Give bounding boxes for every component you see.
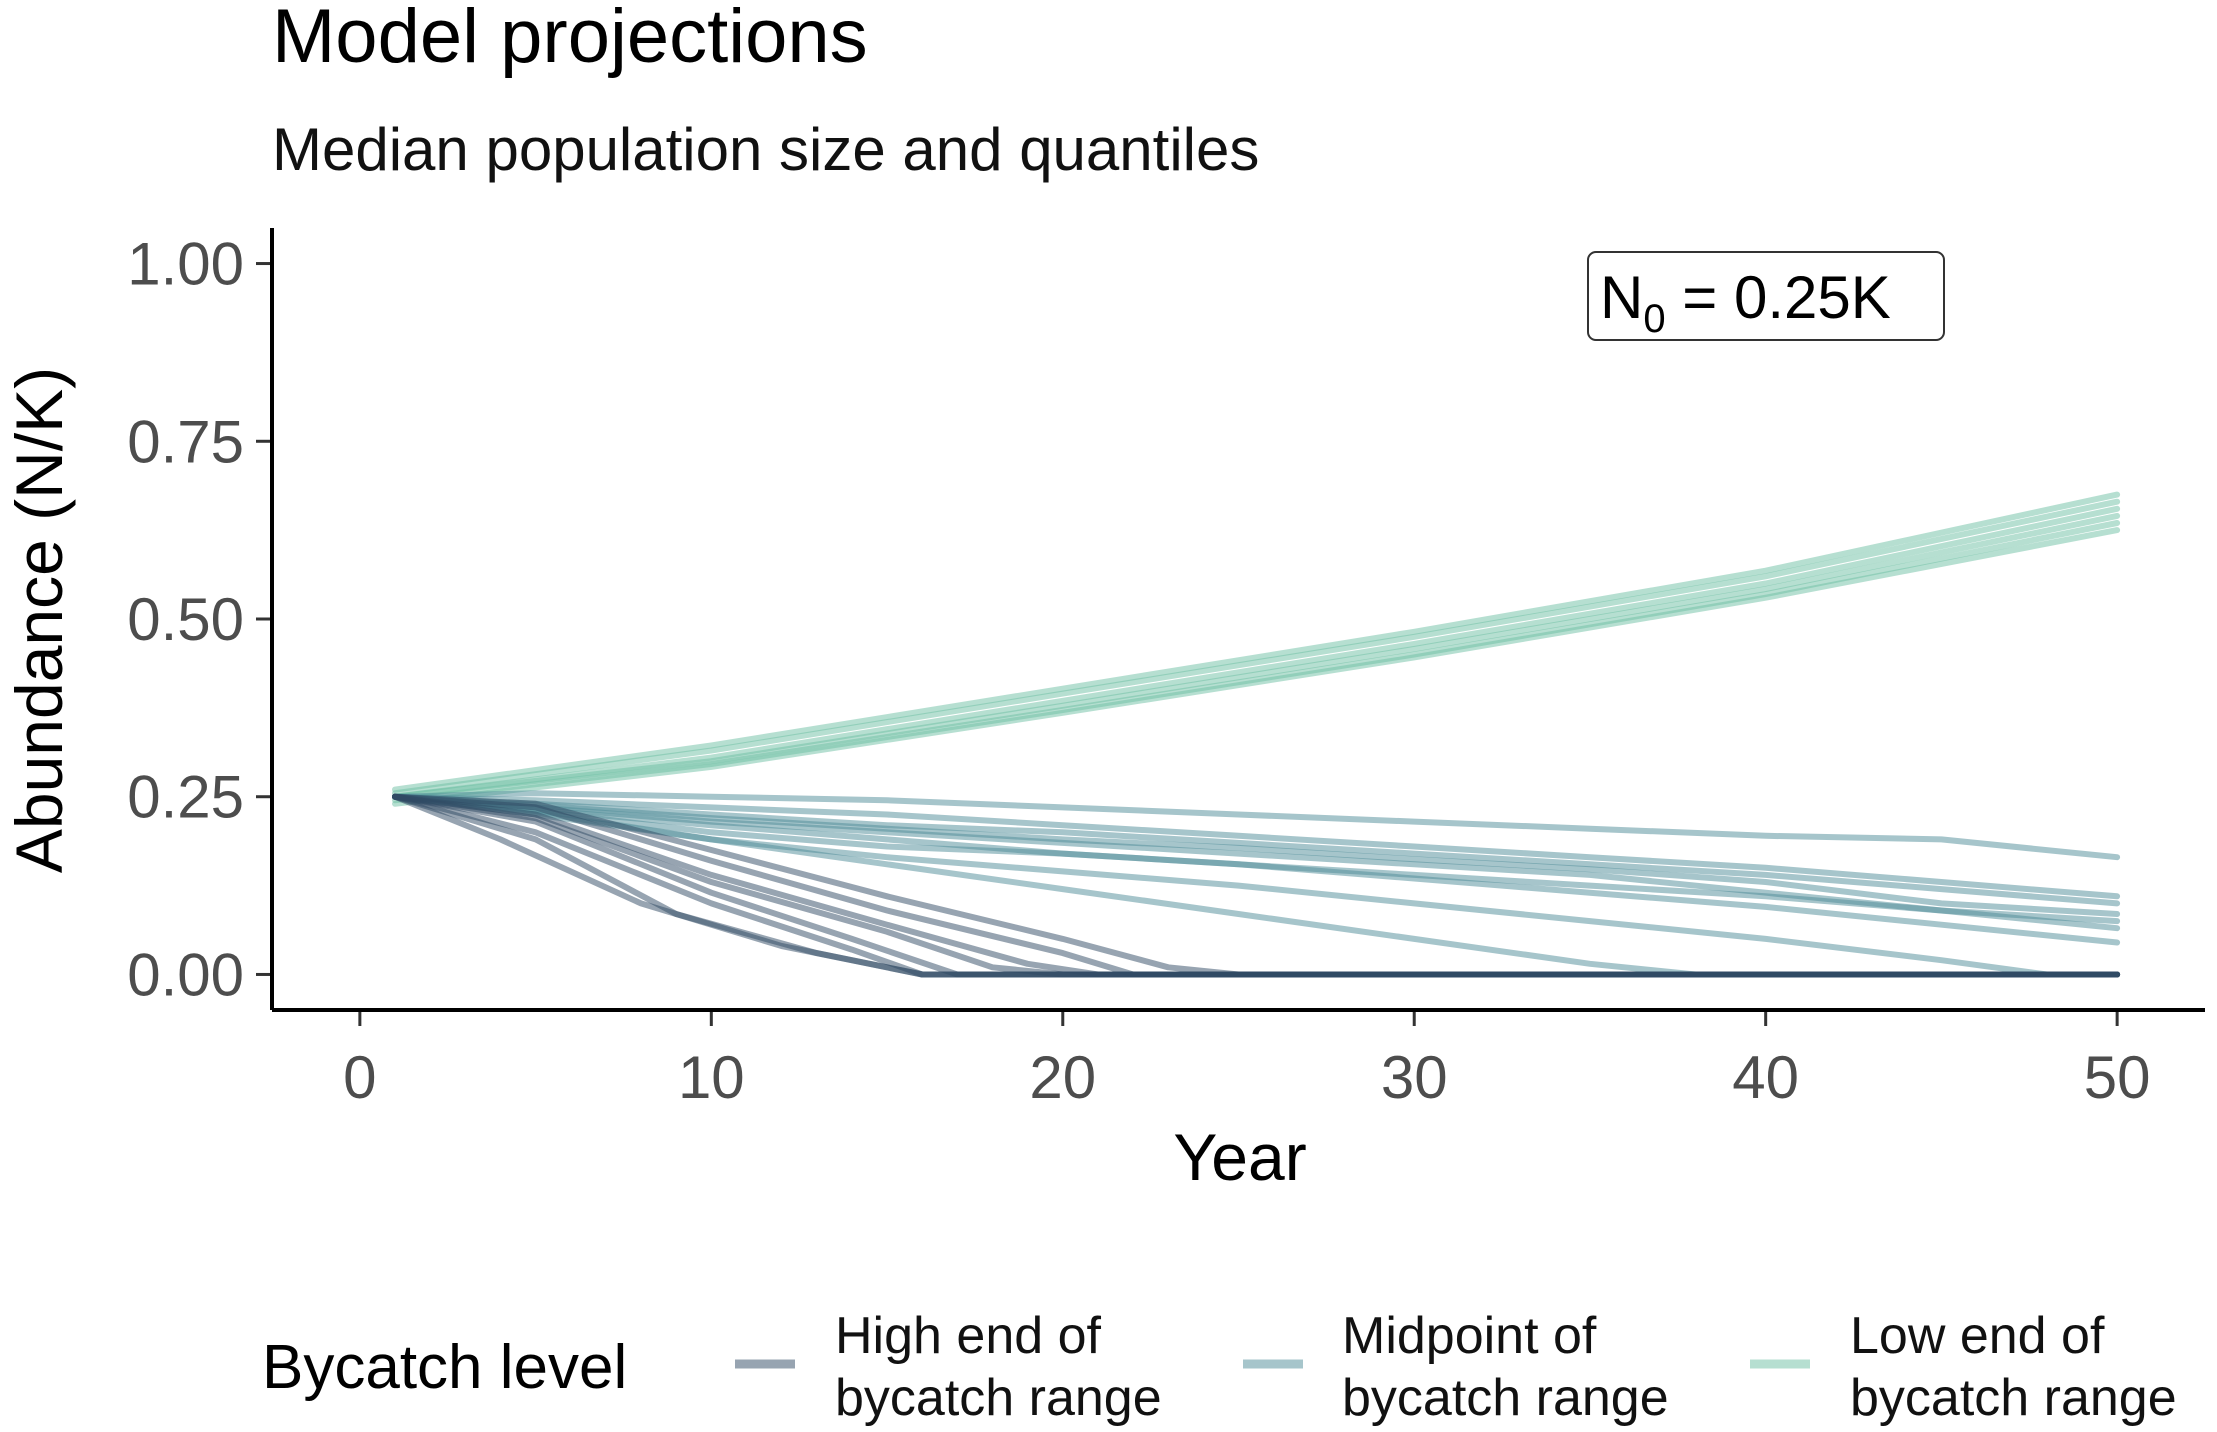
x-tick-label: 40 bbox=[1732, 1044, 1799, 1111]
y-axis-ticks: 0.00 0.25 0.50 0.75 1.00 bbox=[127, 231, 272, 1008]
legend-label-low-line1: Low end of bbox=[1850, 1307, 2105, 1365]
series-line-mid bbox=[392, 793, 2121, 917]
plot-series bbox=[392, 491, 2121, 978]
legend-label-high-line2: bycatch range bbox=[835, 1369, 1162, 1427]
y-tick-label: 0.25 bbox=[127, 764, 244, 831]
x-tick-label: 50 bbox=[2084, 1044, 2151, 1111]
y-axis-label: Abundance (N/K) bbox=[2, 367, 76, 873]
series-line-mid bbox=[392, 793, 2121, 932]
series-line-mid bbox=[392, 793, 2121, 946]
series-line-low bbox=[392, 527, 2121, 807]
x-tick-label: 30 bbox=[1381, 1044, 1448, 1111]
annotation-frame bbox=[1587, 251, 1945, 341]
legend-title: Bycatch level bbox=[262, 1333, 627, 1402]
y-tick-label: 0.00 bbox=[127, 941, 244, 1008]
x-tick-label: 10 bbox=[678, 1044, 745, 1111]
series-line-low bbox=[392, 491, 2121, 793]
x-axis-ticks: 0 10 20 30 40 50 bbox=[343, 1010, 2151, 1111]
x-axis-label: Year bbox=[1173, 1120, 1306, 1194]
legend-label-mid-line1: Midpoint of bbox=[1342, 1307, 1597, 1365]
y-tick-label: 1.00 bbox=[127, 231, 244, 298]
y-tick-label: 0.75 bbox=[127, 408, 244, 475]
x-tick-label: 20 bbox=[1029, 1044, 1096, 1111]
legend-label-high-line1: High end of bbox=[835, 1307, 1102, 1365]
y-tick-label: 0.50 bbox=[127, 586, 244, 653]
legend: Bycatch level High end of bycatch range … bbox=[262, 1307, 2177, 1427]
series-line-high bbox=[392, 793, 2121, 978]
x-tick-label: 0 bbox=[343, 1044, 376, 1111]
legend-label-mid-line2: bycatch range bbox=[1342, 1369, 1669, 1427]
chart-title: Model projections bbox=[272, 0, 868, 79]
legend-label-low-line2: bycatch range bbox=[1850, 1369, 2177, 1427]
series-line-low bbox=[392, 498, 2121, 797]
annotation-text: N0 = 0.25K bbox=[1600, 264, 1891, 341]
series-line-mid bbox=[392, 790, 2121, 861]
chart-subtitle: Median population size and quantiles bbox=[272, 116, 1259, 183]
series-line-mid bbox=[392, 793, 2121, 900]
annotation-box: N0 = 0.25K bbox=[1587, 251, 1945, 341]
